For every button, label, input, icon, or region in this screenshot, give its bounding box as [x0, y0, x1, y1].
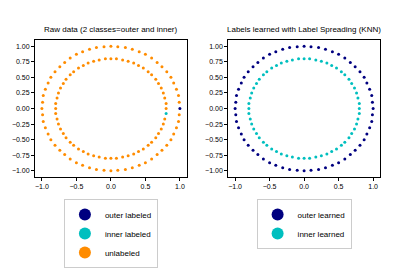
svg-text:1.0: 1.0 — [368, 183, 378, 190]
svg-text:0.75: 0.75 — [16, 58, 30, 65]
svg-text:1.00: 1.00 — [16, 43, 30, 50]
svg-text:−0.25: −0.25 — [205, 121, 223, 128]
svg-text:0.00: 0.00 — [209, 105, 223, 112]
svg-text:0.5: 0.5 — [141, 183, 151, 190]
svg-text:−0.5: −0.5 — [69, 183, 83, 190]
svg-text:0.0: 0.0 — [106, 183, 116, 190]
svg-text:0.50: 0.50 — [209, 74, 223, 81]
svg-text:outer learned: outer learned — [298, 211, 345, 220]
svg-text:outer labeled: outer labeled — [105, 211, 151, 220]
svg-text:Labels learned with Label Spre: Labels learned with Label Spreading (KNN… — [227, 25, 381, 34]
svg-text:0.50: 0.50 — [16, 74, 30, 81]
svg-text:−0.75: −0.75 — [205, 152, 223, 159]
svg-text:0.25: 0.25 — [16, 89, 30, 96]
svg-text:−0.50: −0.50 — [205, 136, 223, 143]
svg-text:−0.75: −0.75 — [12, 152, 30, 159]
svg-text:Raw data (2 classes=outer and: Raw data (2 classes=outer and inner) — [44, 25, 178, 34]
svg-text:0.00: 0.00 — [16, 105, 30, 112]
svg-text:−1.00: −1.00 — [12, 167, 30, 174]
svg-text:−0.25: −0.25 — [12, 121, 30, 128]
svg-text:0.25: 0.25 — [209, 89, 223, 96]
svg-text:inner learned: inner learned — [298, 230, 345, 239]
svg-text:1.00: 1.00 — [209, 43, 223, 50]
svg-text:0.0: 0.0 — [299, 183, 309, 190]
svg-text:1.0: 1.0 — [175, 183, 185, 190]
svg-text:0.75: 0.75 — [209, 58, 223, 65]
svg-text:−0.50: −0.50 — [12, 136, 30, 143]
svg-text:−1.0: −1.0 — [35, 183, 49, 190]
svg-text:inner labeled: inner labeled — [105, 230, 151, 239]
svg-text:unlabeled: unlabeled — [105, 249, 140, 258]
svg-text:−0.5: −0.5 — [263, 183, 277, 190]
svg-text:−1.0: −1.0 — [228, 183, 242, 190]
svg-text:0.5: 0.5 — [334, 183, 344, 190]
svg-text:−1.00: −1.00 — [205, 167, 223, 174]
